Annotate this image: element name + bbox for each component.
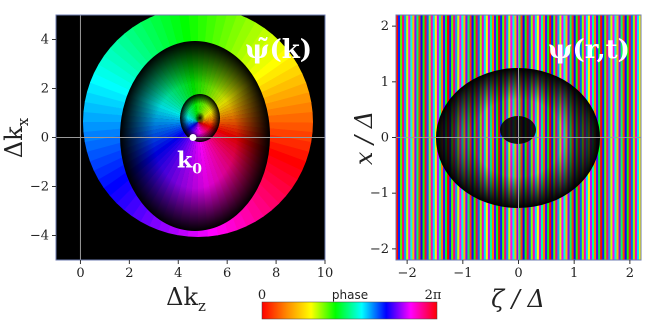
left-x-tick-label: 6 [223, 266, 231, 281]
left-x-tick-label: 8 [272, 266, 280, 281]
right-x-tick-label: 2 [626, 266, 634, 281]
left-y-tick-label: 4 [41, 33, 49, 48]
right-y-tick-label: −1 [370, 186, 389, 201]
left-x-tick-label: 4 [174, 266, 182, 281]
left-xlabel: Δkz [166, 283, 206, 315]
colorbar-max-label: 2π [425, 288, 442, 303]
k0-point [189, 134, 196, 141]
left-x-tick-label: 0 [76, 266, 84, 281]
right-plot-label: ψ(r,t) [548, 35, 630, 65]
left-x-tick-label: 10 [317, 266, 334, 281]
phase-colorbar: phase 0 2π [258, 288, 442, 319]
left-plot-label: ψ̃(k) [245, 35, 312, 65]
left-y-tick-label: 2 [41, 82, 49, 97]
left-y-tick-label: −4 [30, 229, 49, 244]
right-y-tick-label: 0 [381, 131, 389, 146]
right-xlabel: ζ / Δ [491, 285, 545, 313]
left-x-tick-label: 2 [125, 266, 133, 281]
right-y-tick-label: 2 [381, 19, 389, 34]
right-panel: −2 −1 0 1 2 −2 −1 0 1 2 ψ(r,t) ζ / Δ x / Δ [350, 15, 642, 313]
colorbar-gradient [262, 302, 437, 319]
right-x-tick-label: 0 [514, 266, 522, 281]
right-y-tick-label: 1 [381, 75, 389, 90]
colorbar-title: phase [332, 288, 368, 302]
right-y-tick-label: −2 [370, 242, 389, 257]
left-y-tick-label: 0 [41, 131, 49, 146]
right-ylabel: x / Δ [350, 111, 378, 165]
left-ylabel: Δkx [0, 117, 32, 158]
left-vortex-core [180, 94, 220, 142]
left-y-tick-label: −2 [30, 180, 49, 195]
colorbar-min-label: 0 [258, 288, 266, 303]
right-x-tick-label: 1 [570, 266, 578, 281]
right-x-tick-label: −2 [398, 266, 417, 281]
right-x-tick-label: −1 [453, 266, 472, 281]
